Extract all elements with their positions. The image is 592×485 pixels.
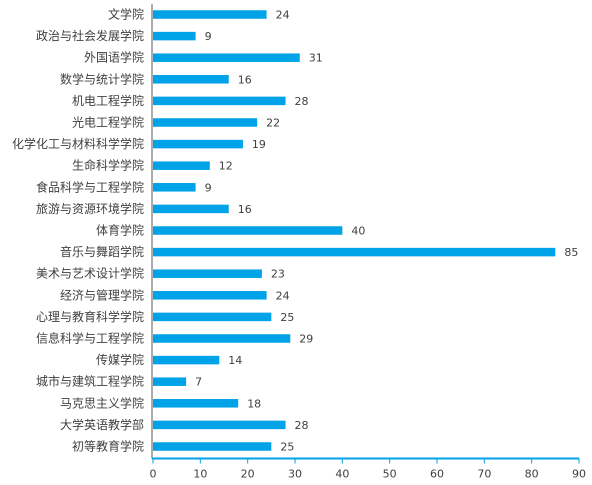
data-label: 25 <box>280 311 294 324</box>
data-label: 31 <box>309 52 323 65</box>
category-label: 城市与建筑工程学院 <box>36 374 144 389</box>
bar <box>153 139 243 149</box>
category-label: 食品科学与工程学院 <box>36 179 144 194</box>
category-label: 初等教育学院 <box>72 439 144 454</box>
category-label: 体育学院 <box>96 223 144 238</box>
data-label: 7 <box>195 376 202 389</box>
category-label: 经济与管理学院 <box>60 287 144 302</box>
x-tick-label: 10 <box>193 468 207 481</box>
data-label: 14 <box>228 354 242 367</box>
category-label: 大学英语教学部 <box>60 417 144 432</box>
bar <box>153 204 229 214</box>
data-label: 22 <box>266 117 280 130</box>
x-tick-label: 70 <box>477 468 491 481</box>
bar <box>153 10 267 19</box>
bar <box>153 96 286 106</box>
data-label: 29 <box>299 333 313 346</box>
bar <box>153 118 258 127</box>
bar <box>153 53 300 62</box>
data-label: 16 <box>238 73 252 86</box>
x-tick-label: 40 <box>335 468 349 481</box>
category-label: 生命科学学院 <box>72 158 144 173</box>
category-label: 传媒学院 <box>96 352 144 367</box>
category-label: 文学院 <box>108 7 144 22</box>
data-label: 9 <box>205 30 212 43</box>
category-label: 外国语学院 <box>84 50 144 65</box>
bar <box>153 355 220 365</box>
category-label: 化学化工与材料科学学院 <box>12 136 144 151</box>
category-label: 心理与教育科学学院 <box>36 309 144 324</box>
bar <box>153 269 262 278</box>
category-label: 马克思主义学院 <box>60 395 144 410</box>
bar <box>153 377 187 386</box>
category-labels-group: 文学院政治与社会发展学院外国语学院数学与统计学院机电工程学院光电工程学院化学化工… <box>12 7 144 454</box>
x-ticks-group: 0 10 20 30 40 50 60 70 80 90 <box>150 458 586 481</box>
bar <box>153 399 239 408</box>
bar <box>153 312 272 322</box>
data-label: 28 <box>295 419 309 432</box>
category-label: 美术与艺术设计学院 <box>36 266 144 281</box>
category-label: 信息科学与工程学院 <box>36 331 144 346</box>
data-label: 16 <box>238 203 252 216</box>
category-label: 数学与统计学院 <box>60 71 144 86</box>
bar <box>153 161 210 170</box>
data-label: 23 <box>271 268 285 281</box>
bar <box>153 291 267 300</box>
x-tick-label: 80 <box>525 468 539 481</box>
data-label: 24 <box>276 9 290 22</box>
x-tick-label: 50 <box>383 468 397 481</box>
bar <box>153 442 272 451</box>
data-label: 25 <box>280 441 294 454</box>
bar <box>153 226 343 235</box>
bar <box>153 247 556 257</box>
bar <box>153 31 196 41</box>
x-tick-label: 90 <box>572 468 586 481</box>
data-label: 85 <box>564 246 578 259</box>
x-tick-label: 30 <box>288 468 302 481</box>
data-label: 18 <box>247 397 261 410</box>
data-label: 19 <box>252 138 266 151</box>
category-label: 机电工程学院 <box>72 93 144 108</box>
data-label: 12 <box>219 160 233 173</box>
x-tick-label: 0 <box>150 468 157 481</box>
data-label: 9 <box>205 181 212 194</box>
bar <box>153 75 229 84</box>
bars-group <box>153 10 556 451</box>
data-label: 28 <box>295 95 309 108</box>
x-tick-label: 60 <box>430 468 444 481</box>
category-label: 旅游与资源环境学院 <box>36 201 144 216</box>
category-label: 音乐与舞蹈学院 <box>60 244 144 259</box>
x-tick-label: 20 <box>241 468 255 481</box>
data-label: 24 <box>276 289 290 302</box>
data-label: 40 <box>351 225 365 238</box>
bar <box>153 420 286 430</box>
axes-group <box>151 4 579 460</box>
category-label: 光电工程学院 <box>72 115 144 130</box>
category-label: 政治与社会发展学院 <box>36 28 144 43</box>
bar <box>153 183 196 192</box>
bar <box>153 334 291 343</box>
